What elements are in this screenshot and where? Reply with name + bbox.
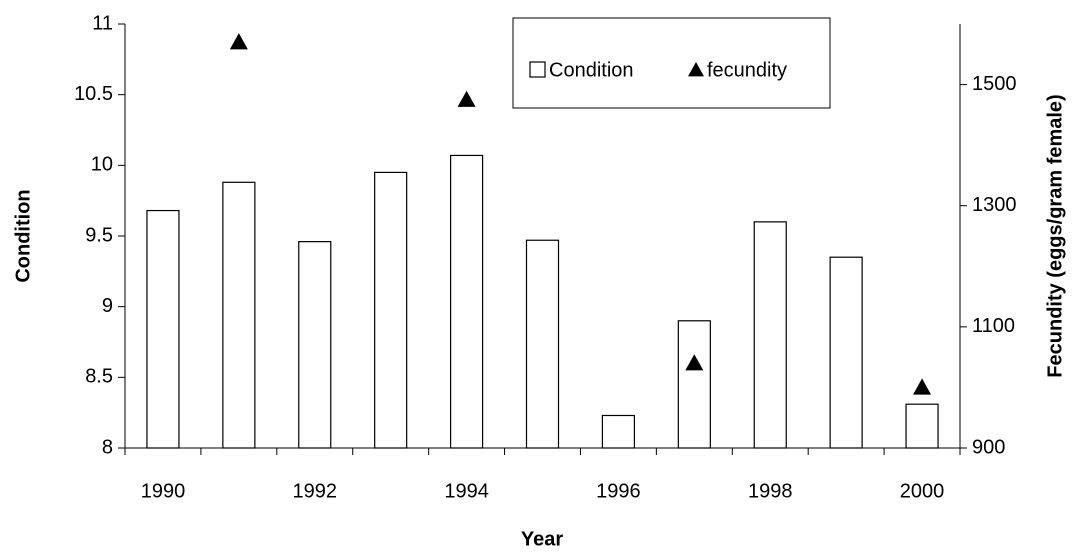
y-tick-label: 10.5 [74,83,113,105]
bar [298,241,332,449]
y-tick-label: 8.5 [85,366,113,388]
y2-tick-label: 1300 [972,194,1017,216]
marker [457,90,476,107]
bar [905,403,939,449]
y-tick-label: 8 [102,436,113,458]
bar [222,181,256,449]
legend-swatch [529,61,546,78]
x-tick-label: 1992 [293,480,338,502]
y-axis-title: Condition [12,189,34,282]
x-axis-title: Year [521,528,563,550]
legend-label: fecundity [707,59,787,81]
y-tick-label: 9 [102,295,113,317]
y-tick-label: 10 [91,154,113,176]
marker [229,33,248,50]
bar [449,154,484,449]
y2-tick-label: 900 [972,436,1005,458]
legend-swatch [688,62,704,77]
marker [685,354,704,371]
y-tick-label: 11 [92,12,113,34]
bar [601,414,636,449]
y2-tick-label: 1100 [972,315,1015,337]
y-tick-label: 9.5 [85,224,113,246]
bar [829,256,863,449]
legend-label: Condition [549,59,634,81]
x-tick-label: 1996 [596,480,641,502]
y2-axis-title: Fecundity (eggs/gram female) [1044,94,1066,377]
x-tick-label: 1990 [141,480,186,502]
bar [525,239,560,449]
x-tick-label: 2000 [900,480,945,502]
bar [753,221,787,449]
x-tick-label: 1998 [748,480,793,502]
bar [146,209,180,449]
legend-box [512,17,831,109]
y2-tick-label: 1500 [972,73,1017,95]
marker [913,378,932,395]
bar [677,320,711,449]
x-tick-label: 1994 [444,480,489,502]
bar [374,171,408,449]
